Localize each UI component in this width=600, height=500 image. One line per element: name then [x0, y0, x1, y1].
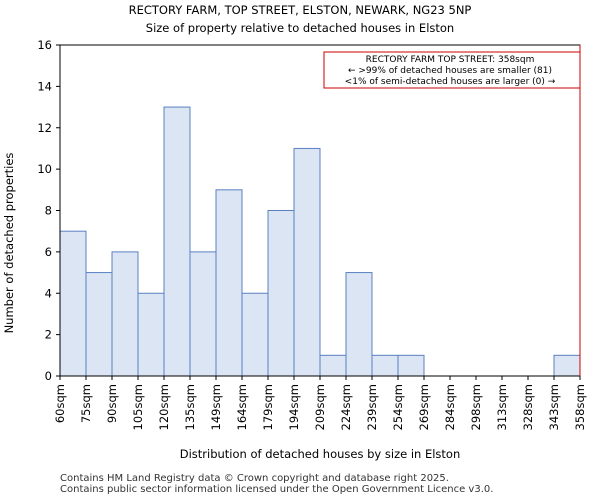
x-tick-label: 209sqm: [313, 384, 327, 430]
y-tick-label: 14: [37, 79, 52, 93]
x-tick-label: 284sqm: [443, 384, 457, 430]
chart-title: RECTORY FARM, TOP STREET, ELSTON, NEWARK…: [129, 3, 472, 17]
bar-224sqm: [345, 272, 373, 377]
y-tick-label: 10: [37, 162, 52, 176]
bar-149sqm: [215, 189, 243, 377]
bar-120sqm: [163, 106, 191, 377]
x-tick-label: 343sqm: [547, 384, 561, 430]
x-tick-label: 90sqm: [105, 384, 119, 423]
x-tick-label: 254sqm: [391, 384, 405, 430]
x-axis-label: Distribution of detached houses by size …: [180, 447, 461, 461]
x-tick-label: 269sqm: [417, 384, 431, 430]
annotation-line-2: ← >99% of detached houses are smaller (8…: [348, 66, 552, 76]
x-tick-label: 298sqm: [469, 384, 483, 430]
y-tick-label: 16: [37, 38, 52, 52]
bar-209sqm: [319, 354, 347, 377]
y-tick-label: 6: [45, 245, 52, 259]
footer-line-1: Contains HM Land Registry data © Crown c…: [60, 473, 449, 484]
y-tick-label: 4: [45, 286, 52, 300]
y-tick-label: 12: [37, 121, 52, 135]
y-tick-label: 2: [45, 328, 52, 342]
bar-343sqm: [553, 354, 581, 377]
x-tick-label: 135sqm: [183, 384, 197, 430]
histogram-chart: RECTORY FARM, TOP STREET, ELSTON, NEWARK…: [2, 3, 587, 461]
annotation-line-1: RECTORY FARM TOP STREET: 358sqm: [366, 55, 535, 65]
x-tick-label: 328sqm: [521, 384, 535, 430]
bar-135sqm: [189, 251, 217, 377]
bars-group: [59, 106, 581, 377]
y-tick-label: 8: [45, 204, 52, 218]
bar-254sqm: [397, 354, 425, 377]
x-tick-label: 194sqm: [287, 384, 301, 430]
y-axis: 0 2 4 6 8 10 12 14 16: [37, 38, 60, 383]
footer-line-2: Contains public sector information licen…: [60, 484, 494, 495]
x-tick-label: 358sqm: [573, 384, 587, 430]
x-tick-label: 75sqm: [79, 384, 93, 423]
x-tick-label: 313sqm: [495, 384, 509, 430]
bar-239sqm: [371, 354, 399, 377]
y-tick-label: 0: [45, 369, 52, 383]
x-tick-label: 60sqm: [53, 384, 67, 423]
bar-194sqm: [293, 147, 321, 377]
annotation-line-3: <1% of semi-detached houses are larger (…: [345, 77, 556, 87]
x-tick-label: 149sqm: [209, 384, 223, 430]
bar-90sqm: [111, 251, 139, 377]
x-tick-label: 179sqm: [261, 384, 275, 430]
bar-179sqm: [267, 210, 295, 377]
x-tick-label: 239sqm: [365, 384, 379, 430]
x-axis: 60sqm 75sqm 90sqm 105sqm 120sqm 135sqm 149sqm 1…: [53, 376, 587, 430]
bar-105sqm: [137, 292, 165, 377]
bar-75sqm: [85, 272, 113, 377]
x-tick-label: 164sqm: [235, 384, 249, 430]
x-tick-label: 224sqm: [339, 384, 353, 430]
chart-subtitle: Size of property relative to detached ho…: [146, 21, 454, 35]
annotation-box: [323, 51, 581, 89]
bar-164sqm: [241, 292, 269, 377]
y-axis-label: Number of detached properties: [2, 153, 16, 334]
bar-60sqm: [59, 230, 87, 377]
x-tick-label: 105sqm: [131, 384, 145, 430]
x-tick-label: 120sqm: [157, 384, 171, 430]
